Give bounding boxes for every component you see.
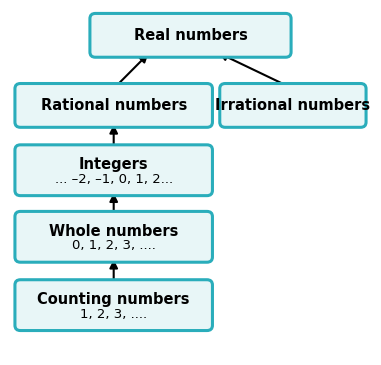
FancyBboxPatch shape <box>15 145 213 196</box>
FancyBboxPatch shape <box>15 280 213 331</box>
FancyBboxPatch shape <box>15 211 213 262</box>
Text: ... –2, –1, 0, 1, 2...: ... –2, –1, 0, 1, 2... <box>54 173 173 185</box>
Text: Irrational numbers: Irrational numbers <box>215 98 370 113</box>
Text: Counting numbers: Counting numbers <box>37 292 190 307</box>
Text: Real numbers: Real numbers <box>134 28 247 43</box>
Text: Rational numbers: Rational numbers <box>40 98 187 113</box>
Text: Integers: Integers <box>79 158 149 173</box>
FancyBboxPatch shape <box>15 84 213 127</box>
Text: 0, 1, 2, 3, ....: 0, 1, 2, 3, .... <box>72 239 155 252</box>
Text: Whole numbers: Whole numbers <box>49 224 178 239</box>
Text: 1, 2, 3, ....: 1, 2, 3, .... <box>80 307 147 320</box>
FancyBboxPatch shape <box>90 14 291 57</box>
FancyBboxPatch shape <box>220 84 366 127</box>
